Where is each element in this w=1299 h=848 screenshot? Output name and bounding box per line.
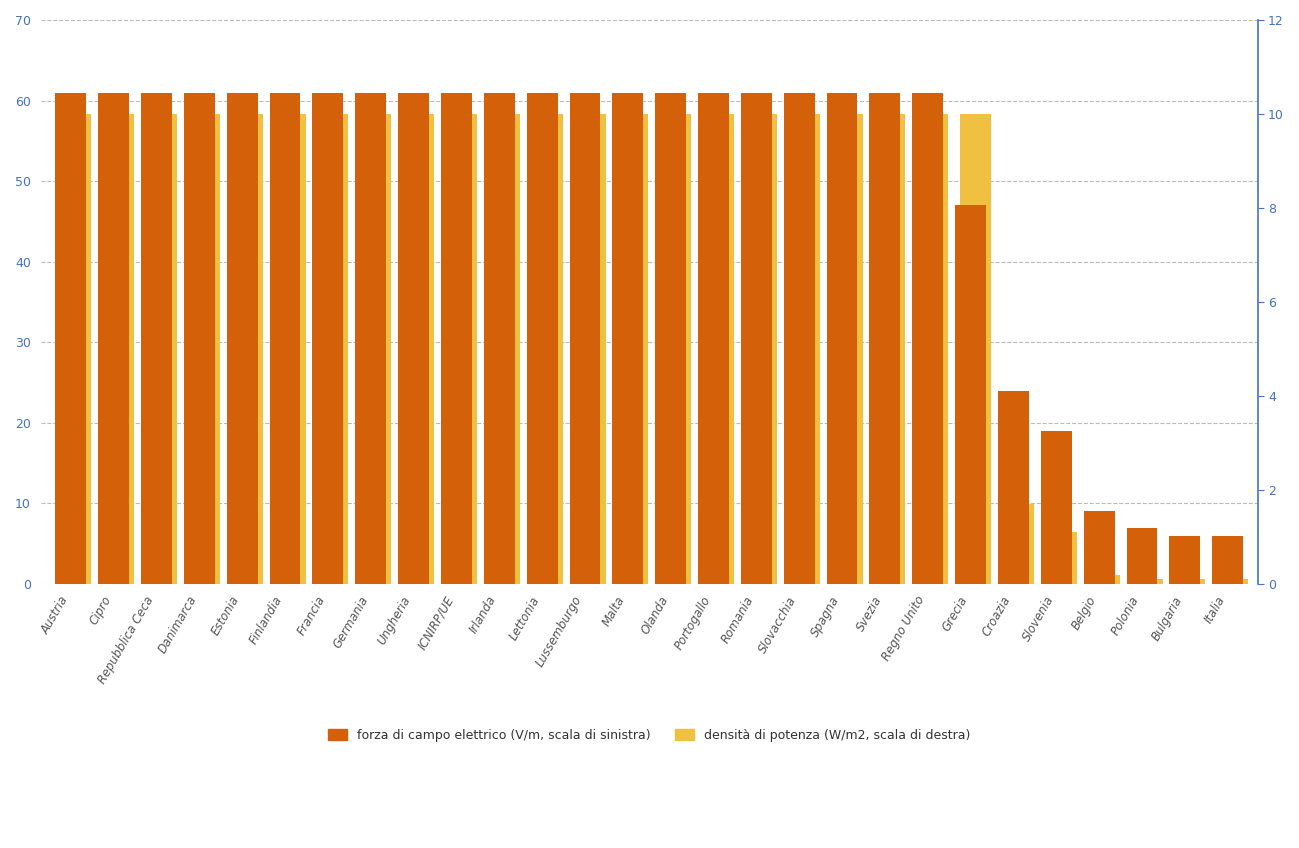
Bar [317,114,348,584]
Bar [440,92,472,584]
Bar [660,114,691,584]
Bar [403,114,434,584]
Bar [145,114,177,584]
Bar [1212,536,1243,584]
Bar [56,92,86,584]
Bar [274,114,305,584]
Bar [231,114,262,584]
Bar [1174,579,1205,584]
Bar [61,114,91,584]
Bar [698,92,729,584]
Bar [740,92,772,584]
Bar [612,92,643,584]
Bar [184,92,214,584]
Bar [99,92,129,584]
Bar [355,92,386,584]
Bar [188,114,220,584]
Bar [874,114,905,584]
Bar [531,114,562,584]
Bar [912,92,943,584]
Bar [1217,579,1248,584]
Bar [746,114,777,584]
Bar [360,114,391,584]
Bar [960,114,991,584]
Bar [826,92,857,584]
Bar [397,92,429,584]
Bar [1131,579,1163,584]
Bar [227,92,257,584]
Bar [104,114,134,584]
Bar [655,92,686,584]
Bar [270,92,300,584]
Bar [617,114,648,584]
Bar [142,92,171,584]
Legend: forza di campo elettrico (V/m, scala di sinistra), densità di potenza (W/m2, sca: forza di campo elettrico (V/m, scala di … [323,724,976,747]
Bar [998,391,1029,584]
Bar [1040,431,1072,584]
Bar [955,205,986,584]
Bar [526,92,557,584]
Bar [569,92,600,584]
Bar [1126,527,1157,584]
Bar [831,114,863,584]
Bar [1169,536,1200,584]
Bar [1003,504,1034,584]
Bar [917,114,948,584]
Bar [312,92,343,584]
Bar [1089,575,1120,584]
Bar [488,114,520,584]
Bar [703,114,734,584]
Bar [869,92,900,584]
Bar [783,92,814,584]
Bar [1046,533,1077,584]
Bar [483,92,514,584]
Bar [788,114,820,584]
Bar [446,114,477,584]
Bar [1083,511,1115,584]
Bar [574,114,605,584]
